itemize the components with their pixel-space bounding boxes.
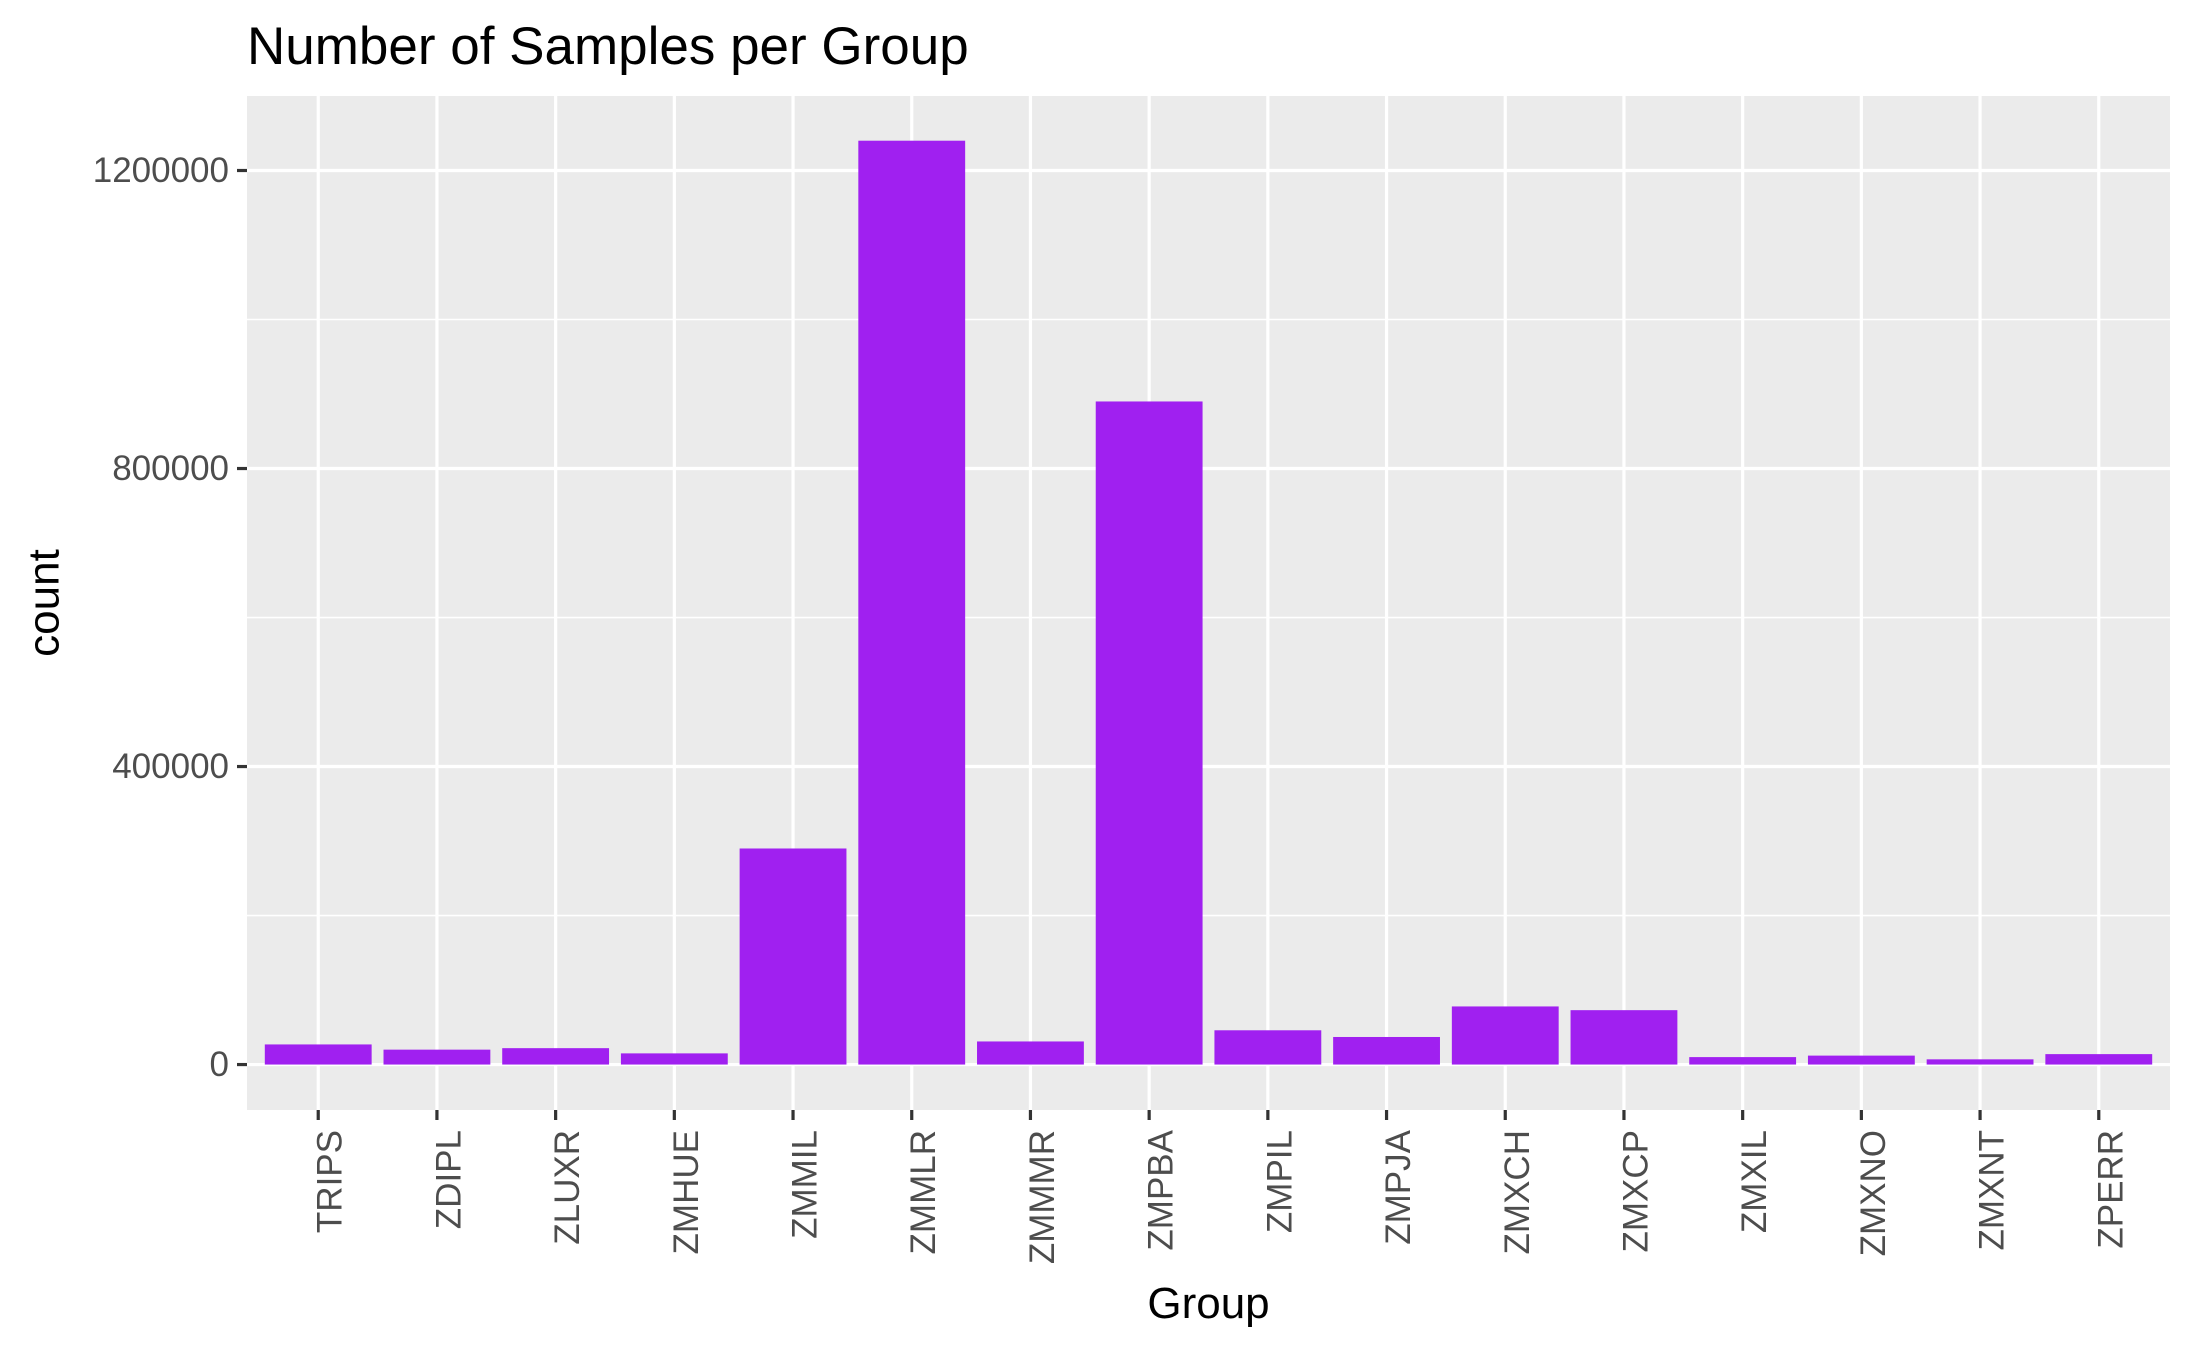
x-tick-label: ZMPBA: [1142, 1129, 1181, 1250]
x-tick-label: ZMHUE: [667, 1130, 706, 1254]
y-axis: 0 400000 800000 1200000: [93, 151, 247, 1084]
y-axis-title: count: [20, 549, 69, 657]
bar-zperr: [2045, 1054, 2153, 1065]
x-tick-label: ZMMLR: [904, 1130, 943, 1254]
chart-title: Number of Samples per Group: [247, 17, 969, 76]
bar-zmpil: [1214, 1030, 1322, 1065]
x-tick-label: ZMMIL: [786, 1130, 825, 1239]
y-tick-label: 400000: [112, 747, 229, 786]
x-tick-label: ZLUXR: [548, 1130, 587, 1245]
bar-zdipl: [383, 1049, 491, 1065]
y-tick-label: 800000: [112, 449, 229, 488]
x-tick-label: ZMXCH: [1498, 1130, 1537, 1254]
x-axis-title: Group: [1147, 1279, 1269, 1328]
bar-zmxch: [1451, 1006, 1559, 1065]
bar-zmxil: [1689, 1057, 1797, 1065]
y-tick-label: 0: [210, 1045, 229, 1084]
bars: [264, 140, 2153, 1065]
bar-zmmlr: [858, 140, 966, 1065]
y-tick-label: 1200000: [93, 151, 229, 190]
bar-zmpba: [1095, 401, 1203, 1065]
x-tick-label: ZMMMR: [1023, 1130, 1062, 1264]
bar-zmpja: [1333, 1036, 1440, 1065]
x-axis: TRIPS ZDIPL ZLUXR ZMHUE ZMMIL ZMMLR ZMMMR ZMPBA…: [311, 1110, 2130, 1264]
bar-zmxno: [1807, 1055, 1915, 1065]
bar-trips: [264, 1044, 372, 1065]
x-tick-label: ZMXCP: [1616, 1130, 1655, 1253]
x-tick-label: ZMXNO: [1854, 1130, 1893, 1256]
bar-zluxr: [502, 1048, 610, 1065]
plot-panel: [247, 96, 2170, 1110]
minor-gridlines: [247, 318, 2170, 917]
x-tick-label: ZDIPL: [429, 1130, 468, 1229]
x-tick-label: ZMXNT: [1973, 1130, 2012, 1251]
x-tick-label: ZMPIL: [1260, 1130, 1299, 1233]
x-tick-label: ZMPJA: [1379, 1129, 1418, 1244]
x-tick-label: TRIPS: [311, 1130, 350, 1233]
bar-zmxnt: [1926, 1059, 2034, 1065]
bar-zmxcp: [1570, 1010, 1678, 1065]
x-tick-label: ZPERR: [2091, 1130, 2130, 1249]
x-tick-label: ZMXIL: [1735, 1130, 1774, 1233]
bar-zmmmr: [977, 1041, 1084, 1065]
bar-zmmil: [739, 848, 847, 1065]
bar-zmhue: [620, 1053, 728, 1065]
